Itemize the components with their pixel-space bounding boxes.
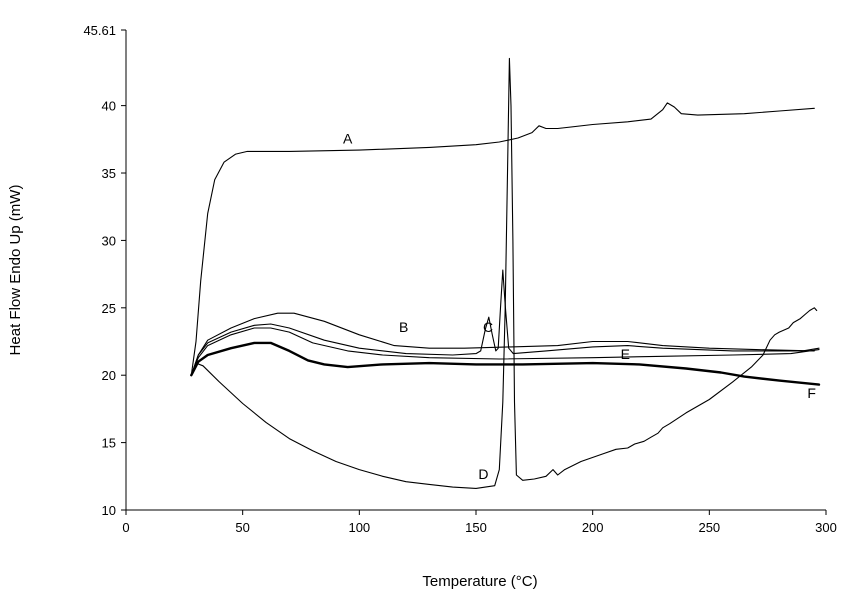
x-tick-label: 150 [465, 520, 487, 535]
series-line-f [190, 341, 821, 386]
x-tick-label: 250 [698, 520, 720, 535]
series-line-b [190, 312, 815, 376]
y-ticks: 10 15 20 25 30 35 40 45.61 [83, 23, 126, 518]
series-label-d: D [478, 466, 488, 482]
series-line-d [190, 57, 818, 489]
y-tick-label: 40 [102, 99, 116, 114]
y-tick-label: 45.61 [83, 23, 116, 38]
series-line-e [190, 327, 820, 376]
y-tick-label: 10 [102, 503, 116, 518]
y-tick-label: 25 [102, 301, 116, 316]
x-ticks: 0 50 100 150 200 250 300 [122, 510, 837, 535]
y-tick-label: 30 [102, 233, 116, 248]
axes [125, 30, 826, 511]
series-label-e: E [621, 346, 630, 362]
series-lines [190, 57, 821, 489]
y-tick-label: 35 [102, 166, 116, 181]
series-label-b: B [399, 319, 408, 335]
series-label-c: C [483, 319, 493, 335]
x-axis-title: Temperature (°C) [422, 573, 537, 590]
series-line-a [190, 102, 815, 376]
y-axis-title: Heat Flow Endo Up (mW) [7, 185, 24, 356]
x-tick-label: 50 [235, 520, 249, 535]
x-tick-label: 100 [348, 520, 370, 535]
y-tick-label: 20 [102, 368, 116, 383]
x-tick-label: 300 [815, 520, 837, 535]
series-labels: A B C D E F [343, 130, 816, 482]
y-tick-label: 15 [102, 436, 116, 451]
series-label-f: F [807, 385, 816, 401]
series-label-a: A [343, 130, 353, 146]
series-line-c [190, 269, 820, 376]
x-tick-label: 0 [122, 520, 129, 535]
x-tick-label: 200 [582, 520, 604, 535]
